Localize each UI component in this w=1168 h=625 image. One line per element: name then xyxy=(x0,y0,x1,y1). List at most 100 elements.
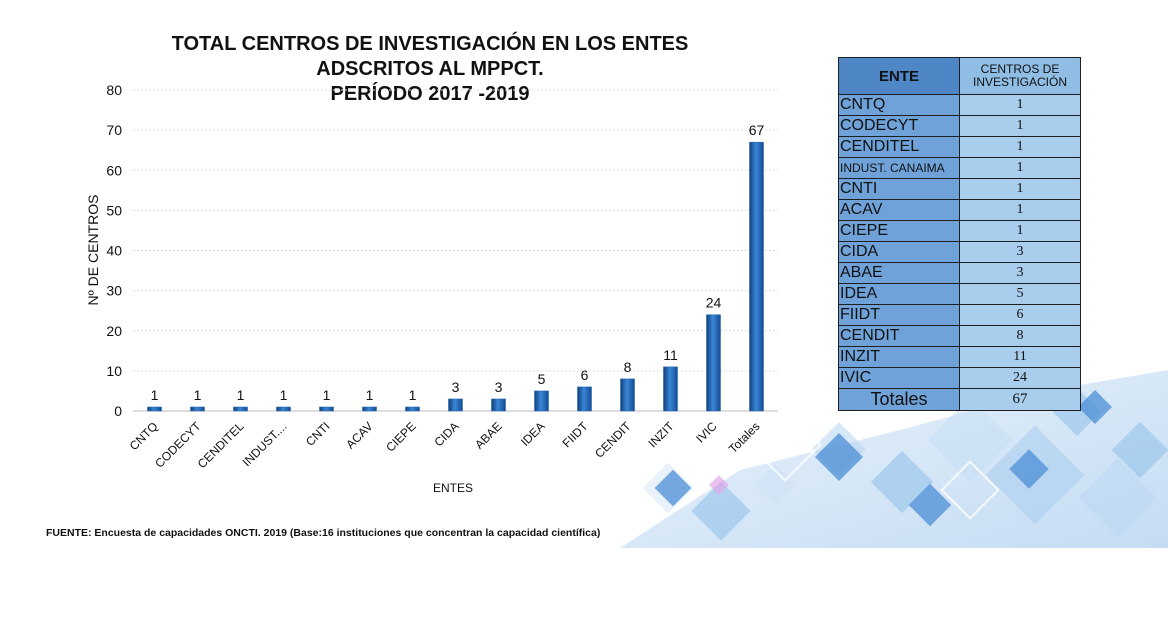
table-cell-ente: INZIT xyxy=(838,346,960,368)
bar xyxy=(276,406,291,412)
y-tick-label: 50 xyxy=(106,202,122,218)
bar-value-label: 1 xyxy=(366,387,374,403)
table-row: CODECYT 1 xyxy=(838,115,1081,137)
table-cell-ente: ACAV xyxy=(838,199,960,221)
table-cell-ente: IVIC xyxy=(838,367,960,389)
y-tick-label: 20 xyxy=(106,323,122,339)
table-row: ABAE 3 xyxy=(838,262,1081,284)
chart-title-line-2: ADSCRITOS AL MPPCT. xyxy=(316,58,544,80)
table-row: IVIC 24 xyxy=(838,367,1081,389)
x-tick-label: IDEA xyxy=(518,419,548,449)
bar xyxy=(577,386,592,412)
table-cell-centros: 11 xyxy=(959,346,1081,368)
table-cell-ente: CODECYT xyxy=(838,115,960,137)
table-cell-ente: CIEPE xyxy=(838,220,960,242)
table-cell-ente: CIDA xyxy=(838,241,960,263)
table-row: INDUST. CANAIMA 1 xyxy=(838,157,1081,179)
table-cell-centros: 8 xyxy=(959,325,1081,347)
bar-value-label: 5 xyxy=(538,371,546,387)
y-axis-ticks: 0 10 20 30 40 50 60 70 80 xyxy=(106,82,122,419)
table-cell-ente: Totales xyxy=(838,388,960,411)
x-axis-label: ENTES xyxy=(433,481,473,495)
bar xyxy=(534,390,549,412)
y-tick-label: 60 xyxy=(106,162,122,178)
table-cell-ente: CNTQ xyxy=(838,94,960,116)
y-tick-label: 30 xyxy=(106,283,122,299)
bar-value-label: 3 xyxy=(495,379,503,395)
table-cell-ente: INDUST. CANAIMA xyxy=(838,157,960,179)
bar xyxy=(491,398,506,412)
table-cell-centros: 1 xyxy=(959,199,1081,221)
x-tick-label: CENDIT xyxy=(592,419,634,461)
bar-value-label: 1 xyxy=(280,387,288,403)
table-total-row: Totales 67 xyxy=(838,388,1081,411)
table-row: FIIDT 6 xyxy=(838,304,1081,326)
bar xyxy=(620,378,635,412)
x-tick-label: ABAE xyxy=(472,419,505,452)
x-tick-label: CNTQ xyxy=(127,419,161,453)
table-cell-centros: 6 xyxy=(959,304,1081,326)
bar-value-label: 11 xyxy=(663,347,678,363)
table-row: CIDA 3 xyxy=(838,241,1081,263)
bar xyxy=(749,141,764,412)
bar-value-label: 1 xyxy=(323,387,331,403)
table-cell-centros: 67 xyxy=(959,388,1081,411)
bar xyxy=(405,406,420,412)
chart-title: TOTAL CENTROS DE INVESTIGACIÓN EN LOS EN… xyxy=(120,32,740,107)
table-row: INZIT 11 xyxy=(838,346,1081,368)
bar-value-label: 24 xyxy=(706,295,722,311)
table-cell-ente: ABAE xyxy=(838,262,960,284)
background-decoration xyxy=(620,370,1168,548)
table-cell-centros: 1 xyxy=(959,157,1081,179)
bar xyxy=(319,406,334,412)
source-note: FUENTE: Encuesta de capacidades ONCTI. 2… xyxy=(46,527,601,539)
table-row: IDEA 5 xyxy=(838,283,1081,305)
table-row: CNTQ 1 xyxy=(838,94,1081,116)
y-tick-label: 40 xyxy=(106,243,122,259)
table-cell-centros: 5 xyxy=(959,283,1081,305)
table-cell-centros: 1 xyxy=(959,178,1081,200)
table-row: CENDITEL 1 xyxy=(838,136,1081,158)
x-tick-label: INZIT xyxy=(646,419,678,451)
table-cell-centros: 3 xyxy=(959,241,1081,263)
bar-value-label: 1 xyxy=(151,387,159,403)
table-header-ente: ENTE xyxy=(838,57,960,95)
bar xyxy=(706,314,721,412)
x-tick-label: FIIDT xyxy=(560,419,592,451)
x-tick-label: CNTI xyxy=(303,419,333,449)
table-row: CNTI 1 xyxy=(838,178,1081,200)
bar-value-label: 67 xyxy=(749,122,765,138)
table-cell-ente: CENDIT xyxy=(838,325,960,347)
table-row: CIEPE 1 xyxy=(838,220,1081,242)
table-header-centros: CENTROS DE INVESTIGACIÓN xyxy=(959,57,1081,95)
bar-value-label: 6 xyxy=(581,367,589,383)
grid-lines xyxy=(133,89,778,412)
y-tick-label: 0 xyxy=(114,403,122,419)
table-cell-ente: IDEA xyxy=(838,283,960,305)
table-row: CENDIT 8 xyxy=(838,325,1081,347)
table-cell-ente: CENDITEL xyxy=(838,136,960,158)
bar-value-label: 1 xyxy=(194,387,202,403)
x-tick-label: Totales xyxy=(726,419,763,456)
table-cell-centros: 24 xyxy=(959,367,1081,389)
data-table: ENTE CENTROS DE INVESTIGACIÓN CNTQ 1 CODEC… xyxy=(838,57,1081,411)
chart-title-line-1: TOTAL CENTROS DE INVESTIGACIÓN EN LOS EN… xyxy=(171,33,689,55)
bar xyxy=(190,406,205,412)
table-row: ACAV 1 xyxy=(838,199,1081,221)
y-tick-label: 80 xyxy=(106,82,122,98)
y-axis-label: Nº DE CENTROS xyxy=(85,195,101,306)
x-tick-label: IVIC xyxy=(693,419,720,446)
table-cell-ente: FIIDT xyxy=(838,304,960,326)
bar xyxy=(448,398,463,412)
x-tick-label: CIDA xyxy=(431,419,461,449)
bar xyxy=(233,406,248,412)
bar xyxy=(147,406,162,412)
x-tick-label: CENDITEL xyxy=(195,419,247,471)
bar xyxy=(362,406,377,412)
x-tick-label: ACAV xyxy=(343,419,375,451)
bar-value-label: 3 xyxy=(452,379,460,395)
table-cell-ente: CNTI xyxy=(838,178,960,200)
